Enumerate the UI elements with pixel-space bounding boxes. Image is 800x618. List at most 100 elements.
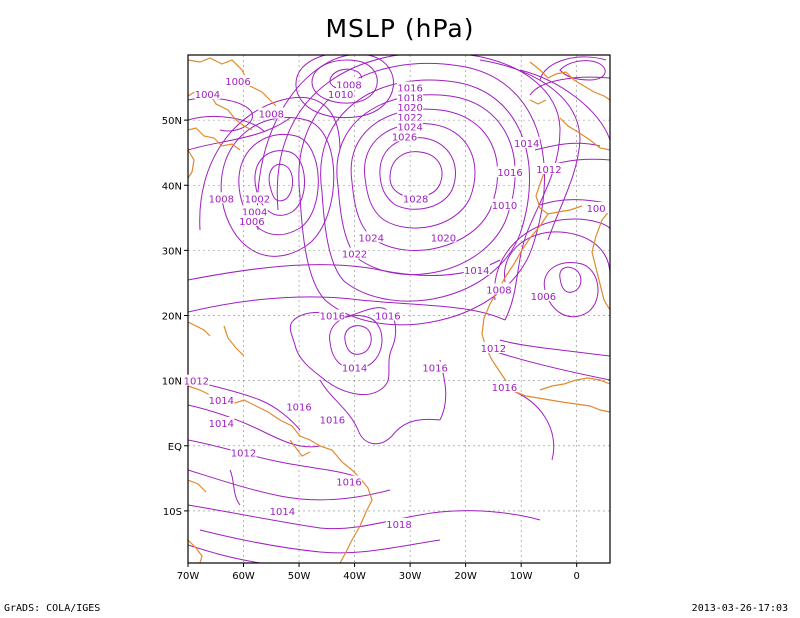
contour-label-bg [463, 263, 490, 275]
lat-tick-label: 10S [163, 507, 182, 518]
contour-label: 1014 [514, 139, 539, 150]
contour-label: 1024 [359, 233, 384, 244]
contour-label-bg [491, 381, 518, 393]
contour-label-bg [397, 101, 424, 113]
contour-label-bg [319, 309, 346, 321]
lon-tick-label: 20W [454, 571, 477, 582]
contour-label: 1016 [286, 403, 311, 414]
contour-label: 1004 [195, 90, 220, 101]
contour-label: 1022 [342, 250, 367, 261]
contour-label-bg [397, 110, 424, 122]
contour-label: 1022 [397, 113, 422, 124]
contour-label-bg [397, 91, 424, 103]
contour-label-bg [319, 413, 346, 425]
contour-label: 1004 [242, 207, 267, 218]
contour-label-bg [485, 283, 512, 295]
contour-label: 1016 [336, 478, 361, 489]
contour-label-bg [208, 416, 235, 428]
contour-label-bg [230, 446, 257, 458]
contour-labels: 1016101810201022102410261028102410221020… [183, 75, 610, 531]
contour-label: 1006 [531, 292, 556, 303]
contour-label-bg [244, 192, 271, 204]
contour-label-bg [224, 75, 251, 87]
contour-label-bg [238, 215, 265, 227]
contour-label: 1008 [336, 80, 361, 91]
contour-label: 1020 [431, 233, 456, 244]
contour-label: 1020 [397, 103, 422, 114]
contour-label-bg [422, 361, 449, 373]
lon-tick-label: 10W [510, 571, 533, 582]
contour-label: 1018 [397, 93, 422, 104]
contour-label: 1016 [320, 312, 345, 323]
lon-tick-label: 50W [288, 571, 311, 582]
lon-tick-label: 70W [177, 571, 200, 582]
lat-tick-label: 40N [162, 181, 182, 192]
contour-label: 100 [587, 204, 606, 215]
footer-credit: GrADS: COLA/IGES [4, 603, 101, 614]
contour-label: 1012 [231, 448, 256, 459]
contour-label: 1012 [536, 165, 561, 176]
lat-tick-label: 10N [162, 377, 182, 388]
contour-label-bg [358, 231, 385, 243]
lat-tick-label: 20N [162, 312, 182, 323]
contour-label-bg [341, 247, 368, 259]
contour-label-bg [341, 361, 368, 373]
contour-label: 1014 [270, 507, 295, 518]
contour-label: 1010 [328, 90, 353, 101]
contour-label: 1008 [486, 285, 511, 296]
contour-label-bg [208, 394, 235, 406]
contour-label-bg [513, 136, 540, 148]
contour-label-bg [336, 475, 363, 487]
axis-ticks: 70W 60W 50W 40W 30W 20W 10W 0 50N 40N 30N 20N 10N EQ 1… [162, 116, 580, 582]
contour-label: 1010 [492, 201, 517, 212]
contour-label-bg [386, 517, 412, 529]
map-title: MSLP (hPa) [325, 14, 475, 43]
lon-tick-label: 30W [399, 571, 422, 582]
contour-label-bg [530, 289, 557, 301]
footer-timestamp: 2013-03-26-17:03 [691, 603, 788, 614]
contour-label: 1016 [397, 84, 422, 95]
contour-label-bg [269, 504, 296, 516]
contour-label-bg [535, 162, 562, 174]
contour-label-bg [397, 120, 424, 132]
contour-label: 1028 [403, 194, 428, 205]
contour-label: 1016 [375, 312, 400, 323]
contour-label: 1012 [481, 344, 506, 355]
contour-label-bg [241, 205, 268, 217]
contour-label: 1024 [397, 123, 422, 134]
contour-label-bg [491, 198, 518, 210]
contour-label-bg [208, 192, 235, 204]
contour-label: 1014 [209, 419, 234, 430]
contour-label: 1002 [245, 194, 270, 205]
contour-label: 1012 [184, 377, 209, 388]
contour-label-bg [391, 130, 418, 142]
contour-label: 1026 [392, 132, 417, 143]
lon-tick-label: 40W [343, 571, 366, 582]
contour-label-bg [194, 88, 221, 100]
lon-tick-label: 0 [573, 571, 579, 582]
contour-label-bg [497, 166, 524, 178]
contour-label: 1016 [497, 168, 522, 179]
contour-label-bg [480, 342, 507, 354]
contour-label: 1014 [464, 266, 489, 277]
contour-label: 1008 [209, 194, 234, 205]
contour-label-bg [258, 107, 285, 119]
contour-label-bg [583, 202, 610, 214]
contour-label: 1006 [225, 77, 250, 88]
plot-frame [187, 54, 611, 564]
contour-label-bg [336, 78, 363, 90]
lat-tick-label: 30N [162, 246, 182, 257]
contour-label: 1014 [209, 396, 234, 407]
contour-label-bg [430, 231, 457, 243]
contour-label: 1008 [259, 110, 284, 121]
contour-label-bg [374, 309, 401, 321]
contour-label: 1018 [386, 520, 411, 531]
lon-tick-label: 60W [232, 571, 255, 582]
contour-label: 1014 [342, 364, 367, 375]
contour-label: 1016 [492, 383, 517, 394]
contour-label: 1006 [239, 217, 264, 228]
contour-label: 1016 [422, 364, 447, 375]
contour-label-bg [402, 192, 429, 204]
lat-tick-label: 50N [162, 116, 182, 127]
